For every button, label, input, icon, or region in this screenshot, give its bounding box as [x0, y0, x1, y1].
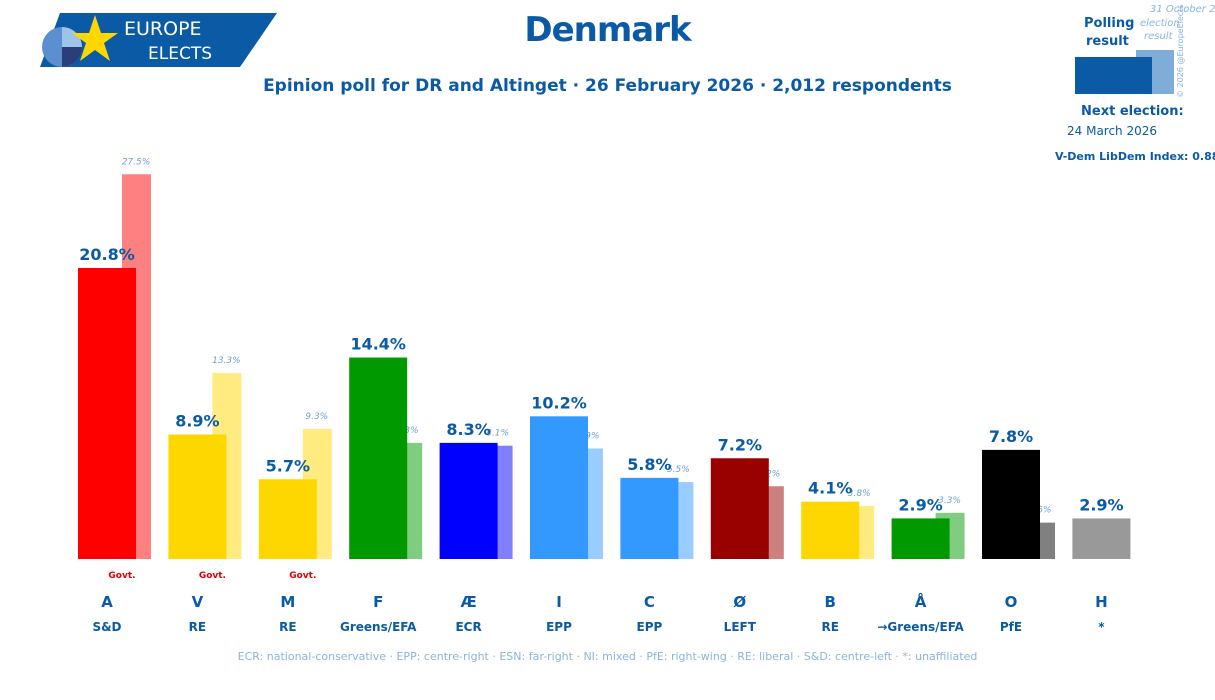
polling-result-bar — [78, 268, 136, 559]
polling-result-label: 14.4% — [350, 335, 406, 354]
party-group: RE — [821, 620, 838, 634]
next-election-label: Next election: — [1081, 104, 1184, 119]
polling-result-bar — [349, 357, 408, 559]
chart-title: Denmark — [524, 10, 691, 50]
party-group: →Greens/EFA — [877, 620, 964, 634]
europe-elects-logo: EUROPE ELECTS — [40, 13, 277, 67]
polling-result-label: 5.8% — [627, 455, 671, 474]
polling-result-bar — [982, 449, 1040, 559]
previous-result-label: 13.3% — [212, 356, 241, 366]
polling-result-label: 2.9% — [1079, 495, 1123, 514]
legend-polling-swatch — [1075, 57, 1152, 94]
party-letter: M — [280, 593, 295, 611]
party-group: S&D — [92, 620, 121, 634]
legend-election-label: election — [1140, 18, 1180, 29]
party-letter: H — [1095, 593, 1108, 611]
party-group: EPP — [546, 620, 572, 634]
legend-election-label-2: result — [1144, 31, 1173, 42]
legend-polling-label: Polling — [1084, 16, 1135, 31]
polling-result-label: 8.3% — [446, 420, 490, 439]
party-group: LEFT — [724, 620, 757, 634]
polling-result-bar — [258, 479, 317, 559]
footer-legend: ECR: national-conservative · EPP: centre… — [237, 650, 978, 663]
chart-subtitle: Epinion poll for DR and Altinget · 26 Fe… — [263, 76, 952, 96]
vdem-index: V-Dem LibDem Index: 0.88 — [1055, 150, 1215, 163]
previous-result-label: 27.5% — [122, 157, 151, 167]
polling-result-bar — [891, 518, 950, 559]
polling-result-label: 20.8% — [79, 245, 135, 264]
party-letter: C — [644, 593, 655, 611]
svg-text:EUROPE: EUROPE — [124, 18, 202, 40]
svg-text:ELECTS: ELECTS — [148, 44, 212, 64]
polling-result-label: 8.9% — [175, 411, 219, 430]
govt-label: Govt. — [108, 571, 135, 581]
party-group: EPP — [637, 620, 663, 634]
party-letter: V — [192, 593, 204, 611]
previous-result-label: 3.3% — [938, 496, 961, 506]
legend-election-date: 31 October 2022 — [1150, 4, 1215, 15]
party-letter: B — [824, 593, 835, 611]
party-letter: Æ — [460, 593, 476, 611]
polling-result-label: 2.9% — [898, 495, 942, 514]
party-letter: I — [556, 593, 562, 611]
previous-result-label: 5.5% — [667, 465, 690, 475]
previous-result-label: 3.8% — [848, 489, 871, 499]
party-group: RE — [189, 620, 206, 634]
party-group: * — [1098, 620, 1105, 634]
govt-label: Govt. — [199, 571, 226, 581]
party-letter: Å — [915, 592, 927, 611]
party-letter: O — [1005, 593, 1018, 611]
polling-result-bar — [439, 442, 498, 559]
polling-result-bar — [168, 434, 227, 559]
party-group: ECR — [455, 620, 481, 634]
polling-result-label: 10.2% — [531, 393, 587, 412]
polling-result-bar — [710, 458, 769, 559]
polling-result-bar — [530, 416, 588, 559]
legend-polling-label-2: result — [1086, 34, 1129, 49]
polling-result-bar — [801, 501, 860, 559]
party-letter: F — [373, 593, 383, 611]
polling-result-bar — [620, 477, 679, 559]
govt-label: Govt. — [289, 571, 316, 581]
party-group: Greens/EFA — [340, 620, 417, 634]
polling-result-label: 7.2% — [718, 435, 762, 454]
party-letter: A — [101, 593, 113, 611]
polling-result-bar — [1072, 518, 1131, 559]
party-group: RE — [279, 620, 296, 634]
party-group: PfE — [1000, 620, 1022, 634]
polling-result-label: 4.1% — [808, 479, 852, 498]
polling-result-label: 7.8% — [989, 427, 1033, 446]
polling-result-label: 5.7% — [266, 456, 310, 475]
next-election-date: 24 March 2026 — [1067, 124, 1158, 138]
party-letter: Ø — [733, 593, 746, 611]
previous-result-label: 8.1% — [486, 429, 509, 439]
previous-result-label: 9.3% — [305, 412, 328, 422]
